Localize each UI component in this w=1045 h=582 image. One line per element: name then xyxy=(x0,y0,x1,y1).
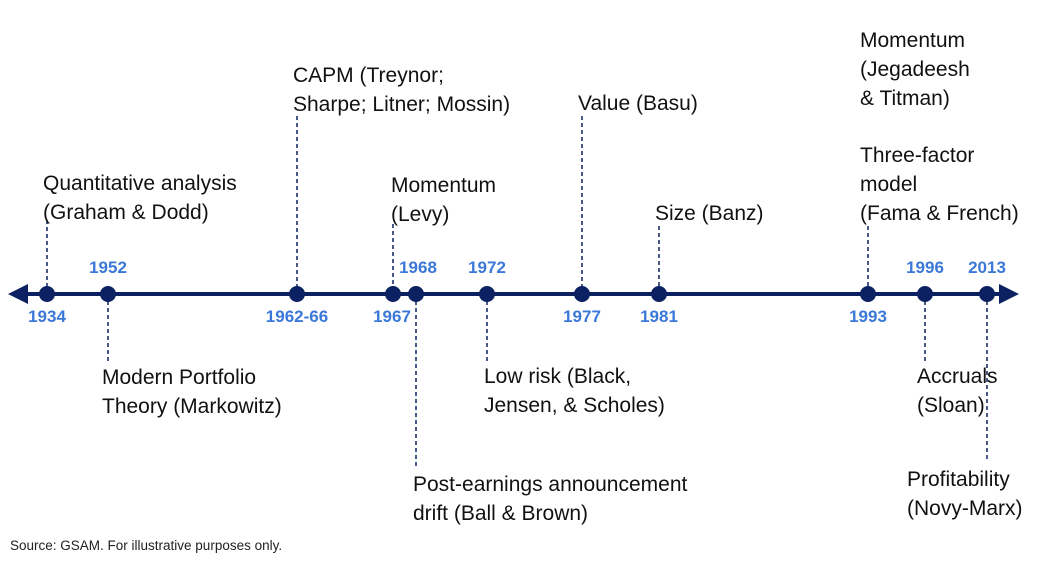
event-2013-label-line: Profitability xyxy=(907,468,1010,491)
event-1996-year: 1996 xyxy=(906,258,944,277)
source-note: Source: GSAM. For illustrative purposes … xyxy=(10,538,283,553)
event-1967-label-line: (Levy) xyxy=(391,203,449,226)
event-1993-marker xyxy=(860,286,876,302)
event-1977-label-line: Value (Basu) xyxy=(578,92,698,115)
event-1962-66-label-line: Sharpe; Litner; Mossin) xyxy=(293,93,510,116)
event-1977-marker xyxy=(574,286,590,302)
event-1967-marker xyxy=(385,286,401,302)
event-1962-66-marker xyxy=(289,286,305,302)
event-1993-label-line: Three-factor xyxy=(860,144,974,167)
event-1962-66-year: 1962-66 xyxy=(266,307,328,326)
event-1962-66-label-line: CAPM (Treynor; xyxy=(293,64,444,87)
event-1972-label-line: Jensen, & Scholes) xyxy=(484,394,665,417)
event-1996-label-line: (Sloan) xyxy=(917,394,985,417)
event-1968-year: 1968 xyxy=(399,258,437,277)
event-1934-label-line: (Graham & Dodd) xyxy=(43,201,209,224)
event-1952-year: 1952 xyxy=(89,258,127,277)
event-1981-marker xyxy=(651,286,667,302)
event-2013-marker xyxy=(979,286,995,302)
event-1993-label-line: model xyxy=(860,173,917,196)
event-1968-label-line: Post-earnings announcement xyxy=(413,473,688,496)
event-1952-label-line: Modern Portfolio xyxy=(102,366,256,389)
event-1993-label-line: (Fama & French) xyxy=(860,202,1019,225)
event-1934-label-line: Quantitative analysis xyxy=(43,172,237,195)
event-1981-year: 1981 xyxy=(640,307,678,326)
event-1981-label-line: Size (Banz) xyxy=(655,202,764,225)
event-1972-year: 1972 xyxy=(468,258,506,277)
event-2013-year: 2013 xyxy=(968,258,1006,277)
left-arrow-head xyxy=(8,284,28,304)
event-2013-label-line: (Novy-Marx) xyxy=(907,497,1023,520)
event-1996-marker xyxy=(917,286,933,302)
event-1934-year: 1934 xyxy=(28,307,66,326)
event-1972-marker xyxy=(479,286,495,302)
event-1993-extra-label-line: & Titman) xyxy=(860,87,950,110)
event-1977-year: 1977 xyxy=(563,307,601,326)
event-1967-year: 1967 xyxy=(373,307,411,326)
event-1993-extra-label-line: Momentum xyxy=(860,29,965,52)
event-1934-marker xyxy=(39,286,55,302)
event-1993-extra-label-line: (Jegadeesh xyxy=(860,58,970,81)
event-1993-year: 1993 xyxy=(849,307,887,326)
event-1996-label-line: Accruals xyxy=(917,365,998,388)
event-1967-label-line: Momentum xyxy=(391,174,496,197)
event-1968-label-line: drift (Ball & Brown) xyxy=(413,502,588,525)
event-1968-marker xyxy=(408,286,424,302)
event-1952-label-line: Theory (Markowitz) xyxy=(102,395,282,418)
right-arrow-head xyxy=(999,284,1019,304)
event-1952-marker xyxy=(100,286,116,302)
event-1972-label-line: Low risk (Black, xyxy=(484,365,631,388)
